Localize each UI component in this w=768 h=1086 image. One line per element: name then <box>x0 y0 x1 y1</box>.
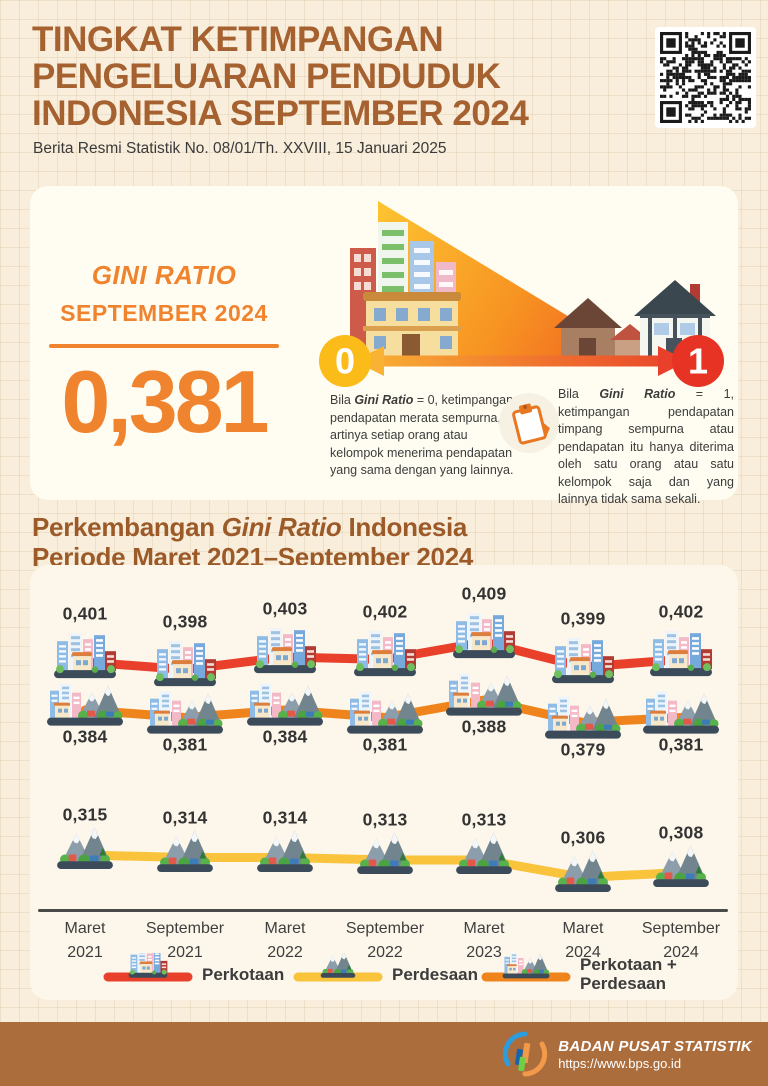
gini-ratio-headline: GINI RATIO SEPTEMBER 2024 0,381 <box>38 260 290 446</box>
footer-url[interactable]: https://www.bps.go.id <box>558 1055 682 1071</box>
gini-one-note: Bila Gini Ratio = 1, ketimpangan pendapa… <box>558 387 734 506</box>
chart-marker-mountain <box>156 823 214 878</box>
chart-value-label: 0,314 <box>262 807 308 827</box>
chart-marker-city <box>353 622 417 683</box>
chart-value-label: 0,398 <box>162 611 208 631</box>
chart-marker-combo <box>246 675 324 732</box>
legend-label: Perdesaan <box>392 964 478 984</box>
chart-plot-area: 0,401 0,398 0,403 0,402 0,409 0,399 0,40… <box>30 565 738 1000</box>
gini-scale-diagram: 0 1 <box>319 201 724 387</box>
divider <box>49 344 279 348</box>
legend-item-combo: Perkotaan + Perdesaan <box>480 953 677 997</box>
legend-swatch <box>103 953 193 982</box>
x-axis-label: Maret 2023 <box>463 920 505 961</box>
footer-org: BADAN PUSAT STATISTIK <box>558 1037 752 1055</box>
chart-value-label: 0,388 <box>461 716 507 737</box>
scale-zero-badge: 0 <box>319 335 371 387</box>
legend-label: Perkotaan + Perdesaan <box>580 955 677 993</box>
gini-ratio-card: 0 1 GINI RATIO SEPTEMBER 2024 0,381 Bila… <box>30 186 738 506</box>
x-axis-label: Maret 2022 <box>264 920 306 961</box>
chart-marker-city <box>253 619 317 680</box>
chart-marker-mountain <box>554 843 612 898</box>
chart-value-label: 0,409 <box>461 583 507 604</box>
chart-marker-city <box>452 604 516 665</box>
chart-marker-combo <box>46 675 124 732</box>
chart-marker-city <box>53 624 117 685</box>
chart-value-label: 0,308 <box>658 822 704 842</box>
x-axis-label: September 2022 <box>345 920 425 961</box>
chart-marker-mountain <box>652 838 710 893</box>
gini-zero-note: Bila Gini Ratio = 0, ketimpangan pendapa… <box>330 393 514 477</box>
chart-marker-combo <box>346 682 424 739</box>
chart-value-label: 0,381 <box>162 734 208 754</box>
chart-marker-mountain <box>56 821 114 876</box>
gini-ratio-label: GINI RATIO <box>91 260 237 290</box>
chart-marker-mountain <box>455 826 513 881</box>
section-heading: Perkembangan Gini Ratio Indonesia Period… <box>32 512 474 573</box>
chart-marker-combo <box>146 682 224 739</box>
legend-item-city: Perkotaan <box>102 953 284 997</box>
chart-marker-city <box>153 632 217 693</box>
village-illustration <box>554 280 716 361</box>
chart-value-label: 0,401 <box>62 603 108 624</box>
x-axis-label: Maret 2021 <box>64 920 106 961</box>
svg-text:0: 0 <box>335 341 355 382</box>
legend-item-mountain: Perdesaan <box>292 953 478 997</box>
legend-label: Perkotaan <box>202 964 285 984</box>
chart-value-label: 0,403 <box>262 598 308 619</box>
chart-value-label: 0,313 <box>362 809 408 830</box>
legend-swatch <box>293 953 383 982</box>
chart-value-label: 0,384 <box>62 726 108 747</box>
page-subtitle: Berita Resmi Statistik No. 08/01/Th. XXV… <box>33 140 447 157</box>
chart-marker-city <box>551 629 615 690</box>
chart-value-label: 0,402 <box>362 601 408 621</box>
svg-text:1: 1 <box>688 341 708 382</box>
qr-code[interactable] <box>655 27 756 128</box>
chart-marker-combo <box>642 682 720 739</box>
scale-one-badge: 1 <box>672 335 724 387</box>
chart-value-label: 0,384 <box>262 726 308 747</box>
footer: BADAN PUSAT STATISTIK https://www.bps.go… <box>0 1022 768 1086</box>
chart-marker-mountain <box>356 826 414 881</box>
clipboard-icon <box>498 392 560 454</box>
chart-value-label: 0,315 <box>62 804 108 825</box>
chart-marker-mountain <box>256 823 314 878</box>
chart-value-label: 0,381 <box>362 734 408 754</box>
chart-value-label: 0,402 <box>658 601 704 621</box>
chart-value-label: 0,399 <box>560 608 606 629</box>
chart-value-label: 0,314 <box>162 807 208 827</box>
x-axis-line <box>38 909 728 912</box>
legend-swatch <box>481 953 571 982</box>
x-axis-label: September 2024 <box>641 920 721 961</box>
chart-value-label: 0,306 <box>560 827 606 847</box>
qr-pattern <box>660 32 751 123</box>
page-title: TINGKAT KETIMPANGAN PENGELUARAN PENDUDUK… <box>32 20 529 133</box>
x-axis-label: Maret 2024 <box>562 920 604 961</box>
chart-marker-city <box>649 622 713 683</box>
chart-value-label: 0,381 <box>658 734 704 754</box>
gini-ratio-period: SEPTEMBER 2024 <box>60 300 268 326</box>
chart-marker-combo <box>445 665 523 722</box>
x-axis-label: September 2021 <box>145 920 225 961</box>
gini-trend-chart: 0,401 0,398 0,403 0,402 0,409 0,399 0,40… <box>30 565 738 1000</box>
chart-value-label: 0,313 <box>461 809 507 830</box>
chart-value-label: 0,379 <box>560 739 606 759</box>
bps-logo <box>503 1031 548 1077</box>
chart-marker-combo <box>544 687 622 744</box>
gini-ratio-value: 0,381 <box>61 352 269 451</box>
